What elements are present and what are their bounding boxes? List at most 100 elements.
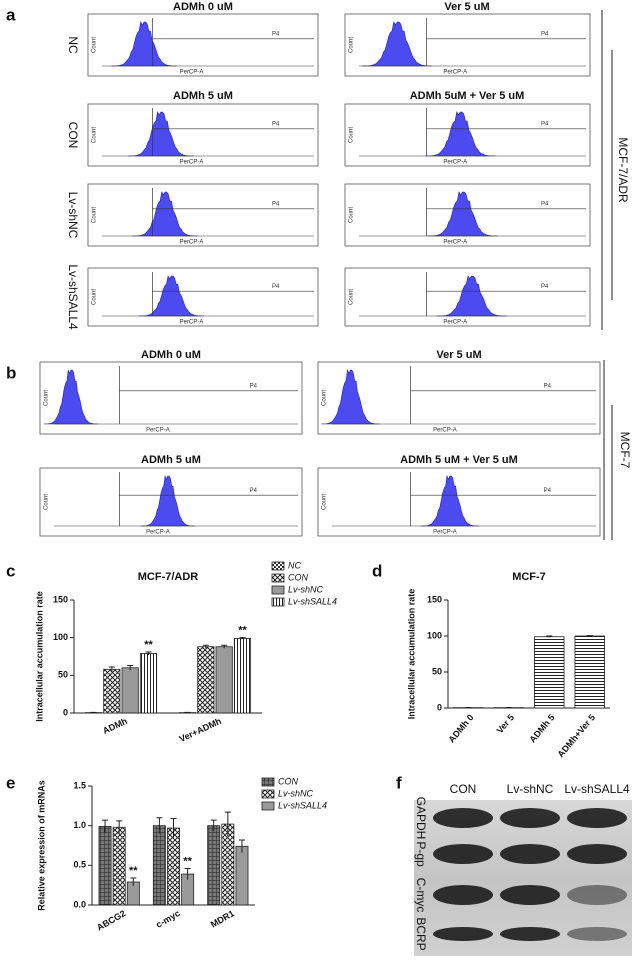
bar (235, 845, 249, 906)
error-bar (145, 651, 152, 655)
error-bar (586, 635, 593, 637)
histogram (128, 111, 194, 157)
gate-label: P4 (544, 488, 552, 494)
band (500, 927, 560, 941)
row-label: Lv-shNC (66, 192, 80, 239)
histogram (140, 474, 195, 527)
error-bar (224, 811, 231, 836)
legend-label: Lv-shNC (288, 584, 324, 594)
band (433, 808, 493, 828)
x-axis-label: PerCP-A (443, 160, 467, 166)
x-axis-label: PerCP-A (146, 428, 170, 434)
panel-title: ADMh 5 uM (141, 454, 201, 466)
gate-label: P4 (272, 121, 280, 127)
legend-swatch (271, 597, 285, 607)
row-label: C-myc (414, 878, 428, 913)
row-label: CON (66, 122, 80, 149)
error-bar (156, 817, 163, 834)
y-axis-label: Count (349, 127, 355, 143)
x-axis-label: PerCP-A (180, 160, 204, 166)
histogram (44, 369, 98, 425)
panel-label: d (372, 561, 382, 580)
lane-label: Lv-shSALL4 (564, 782, 630, 796)
error-bar (546, 635, 553, 638)
row-label: NC (66, 36, 80, 54)
y-axis-label: Count (322, 494, 328, 510)
histogram (111, 21, 177, 67)
group-label: MCF-7 (618, 432, 632, 469)
band (433, 844, 493, 864)
legend-label: Lv-shNC (278, 788, 314, 798)
x-axis-label: PerCP-A (180, 240, 204, 246)
chart-title: MCF-7/ADR (138, 571, 199, 583)
y-tick-label: 100 (427, 630, 442, 640)
gate-label: P4 (250, 488, 258, 494)
panel-title: ADMh 5uM + Ver 5 uM (410, 90, 525, 102)
x-tick-label: ADMh 5 (527, 712, 556, 744)
y-tick-label: 0 (437, 702, 442, 712)
y-tick-label: 0.0 (73, 899, 86, 909)
y-axis-label: Count (92, 207, 98, 223)
y-axis-label: Count (349, 289, 355, 305)
x-tick-label: MDR1 (209, 908, 236, 929)
gate-label: P4 (541, 121, 549, 127)
band (433, 885, 493, 905)
x-tick-label: Ver 5 (495, 712, 517, 735)
legend-swatch (271, 585, 285, 595)
band (500, 844, 560, 864)
y-tick-label: 150 (53, 594, 68, 604)
legend-label: CON (278, 776, 299, 786)
gate-label: P4 (272, 31, 280, 37)
bar (98, 826, 112, 906)
gate-label: P4 (272, 201, 280, 207)
x-axis-label: PerCP-A (180, 70, 204, 76)
histogram (420, 474, 480, 527)
bar (207, 825, 221, 906)
gate-label: P4 (541, 31, 549, 37)
group-label: MCF-7/ADR (616, 137, 630, 203)
gate-label: P4 (541, 284, 549, 290)
gate-label: P4 (541, 201, 549, 207)
error-bar (108, 666, 115, 672)
bar (103, 668, 121, 714)
y-tick-label: 0.5 (73, 860, 86, 870)
bar (152, 825, 166, 906)
band (567, 927, 627, 941)
x-tick-label: ABCG2 (95, 908, 127, 932)
panel-label: b (6, 363, 16, 382)
gate-label: P4 (272, 284, 280, 290)
error-bar (210, 819, 217, 832)
legend-swatch (261, 777, 275, 787)
bar (197, 646, 215, 714)
error-bar (221, 644, 228, 649)
lane-label: Lv-shNC (507, 782, 554, 796)
histogram (138, 275, 204, 317)
error-bar (116, 820, 123, 834)
chart-title: MCF-7 (512, 571, 546, 583)
x-tick-label: Ver+ADMh (178, 716, 223, 744)
gate-label: P4 (544, 383, 552, 389)
histogram (427, 191, 498, 237)
bar (574, 635, 605, 709)
x-axis-label: PerCP-A (180, 320, 204, 326)
bar (233, 638, 252, 714)
legend-label: NC (288, 560, 301, 570)
bar (534, 636, 565, 709)
y-axis-label: Count (92, 37, 98, 53)
x-tick-label: ADMh+Ver 5 (556, 712, 598, 759)
bar (221, 823, 235, 906)
y-axis-label: Relative expression of mRNAs (36, 780, 46, 911)
error-bar (130, 877, 137, 886)
panel-label: f (396, 773, 402, 792)
band (500, 808, 560, 828)
row-label: BCRP (414, 917, 428, 950)
histogram (321, 368, 380, 425)
y-tick-label: 50 (58, 670, 68, 680)
panel-label: c (6, 561, 15, 580)
y-axis-label: Count (44, 494, 50, 510)
y-axis-label: Count (44, 390, 50, 406)
y-axis-label: Count (92, 289, 98, 305)
x-axis-label: PerCP-A (433, 530, 457, 536)
flow-frame (87, 183, 319, 247)
